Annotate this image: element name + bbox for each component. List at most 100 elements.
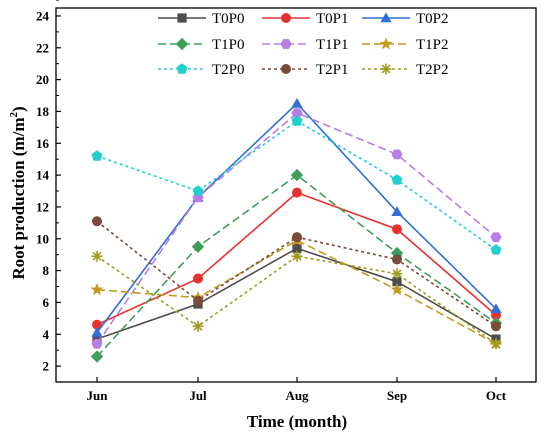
x-tick-label: Jul [189, 388, 207, 403]
data-point [292, 232, 302, 243]
legend-label: T2P0 [212, 62, 245, 78]
legend-item-T1P2: T1P2 [362, 37, 449, 53]
legend-marker [380, 12, 392, 23]
legend-marker [379, 37, 393, 50]
series-lines [90, 97, 503, 363]
legend-marker [177, 13, 187, 23]
x-axis-title: Time (month) [247, 412, 347, 431]
y-axis-title-end: ) [9, 106, 28, 112]
legend-label: T0P1 [316, 11, 349, 27]
legend-label: T2P2 [416, 62, 449, 78]
data-point-stroke [292, 251, 302, 261]
y-tick-label: 22 [36, 40, 49, 55]
data-point [91, 327, 103, 337]
legend-marker [280, 39, 292, 49]
legend-label: T1P1 [316, 37, 349, 53]
data-point [391, 206, 403, 216]
x-tick-label: Oct [486, 388, 507, 403]
data-point [391, 149, 403, 160]
legend-marker [175, 37, 189, 51]
y-tick-label: 24 [36, 8, 50, 23]
y-tick-label: 16 [36, 136, 50, 151]
plot-area [55, 7, 537, 383]
data-point [490, 303, 502, 314]
y-tick-label: 18 [36, 104, 50, 119]
legend-item-T1P0: T1P0 [158, 37, 245, 53]
data-point [292, 187, 302, 198]
legend-item-T0P2: T0P2 [362, 11, 449, 27]
legend-item-T2P1: T2P1 [262, 62, 349, 78]
data-point [490, 232, 502, 243]
data-point [291, 108, 303, 118]
data-point [291, 115, 303, 126]
legend-label: T1P2 [416, 37, 449, 53]
plot-frame [55, 7, 537, 383]
data-point-stroke [193, 321, 203, 331]
series-line [96, 255, 497, 345]
y-tick-label: 4 [43, 327, 50, 342]
x-tick-label: Jun [87, 388, 109, 403]
data-point [91, 150, 103, 161]
series-T2P2 [91, 250, 502, 350]
legend-item-T0P1: T0P1 [262, 11, 349, 27]
y-axis-title: Root production (m/m2) [8, 106, 28, 279]
legend-marker [281, 64, 291, 74]
data-point [392, 254, 402, 265]
data-point [491, 321, 501, 332]
data-point [391, 174, 403, 185]
y-axis-title-superscript: 2 [8, 112, 20, 118]
series-line [96, 120, 497, 251]
data-point [90, 350, 104, 363]
data-point [390, 282, 404, 296]
series-T2P1 [92, 216, 501, 332]
y-tick-label: 12 [36, 199, 49, 214]
legend-label: T0P2 [416, 11, 449, 27]
series-T2P0 [91, 115, 502, 255]
data-point-stroke [92, 251, 102, 261]
data-point [191, 240, 205, 253]
legend-item-T1P1: T1P1 [262, 37, 349, 53]
series-T1P1 [91, 108, 502, 349]
series-T1P0 [90, 168, 503, 363]
legend-marker-stroke [381, 64, 391, 74]
y-tick-label: 2 [43, 359, 50, 374]
data-point [91, 338, 103, 349]
legend-marker [176, 63, 188, 74]
series-T0P2 [91, 97, 502, 337]
legend-label: T2P1 [316, 62, 349, 78]
data-point [292, 243, 302, 253]
legend-item-T2P2: T2P2 [362, 62, 449, 78]
data-point-stroke [392, 269, 402, 279]
series-line [96, 239, 497, 345]
data-point [392, 277, 402, 287]
legend-label: T0P0 [212, 11, 245, 27]
data-point [192, 185, 204, 196]
data-point [290, 168, 304, 182]
data-point [193, 295, 203, 306]
data-point [490, 244, 502, 255]
y-tick-label: 14 [36, 168, 50, 183]
data-point-stroke [491, 339, 501, 349]
y-tick-label: 8 [43, 263, 50, 278]
y-tick-label: 20 [36, 72, 49, 87]
data-point [92, 216, 102, 227]
x-tick-label: Aug [285, 388, 309, 403]
data-point [92, 319, 102, 330]
y-axis-title-main: Root production (m/m [9, 118, 28, 280]
data-point [291, 97, 303, 108]
legend-label: T1P0 [212, 37, 245, 53]
series-line [96, 112, 497, 345]
legend-marker [281, 13, 291, 23]
legend-item-T2P0: T2P0 [158, 62, 245, 78]
data-point [392, 224, 402, 235]
x-tick-label: Sep [387, 388, 407, 403]
legend-item-T0P0: T0P0 [158, 11, 245, 27]
series-line [96, 174, 497, 358]
series-line [96, 247, 497, 340]
y-tick-label: 6 [43, 295, 50, 310]
y-tick-label: 10 [36, 231, 49, 246]
data-point [193, 273, 203, 284]
data-point [90, 282, 104, 296]
